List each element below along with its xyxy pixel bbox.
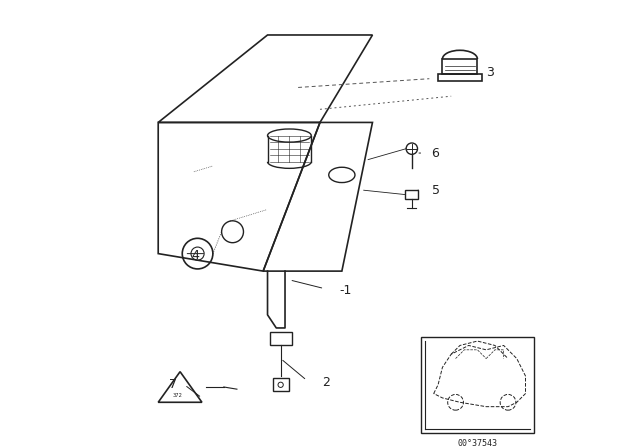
Text: -1: -1: [340, 284, 352, 297]
Text: 4: 4: [191, 249, 199, 263]
Text: 2: 2: [322, 376, 330, 389]
Text: 372: 372: [173, 393, 183, 398]
Text: 6: 6: [431, 147, 440, 160]
Text: 00°37543: 00°37543: [458, 439, 497, 448]
Text: 3: 3: [486, 66, 494, 79]
Text: 7: 7: [169, 378, 177, 391]
Text: 5: 5: [431, 184, 440, 197]
